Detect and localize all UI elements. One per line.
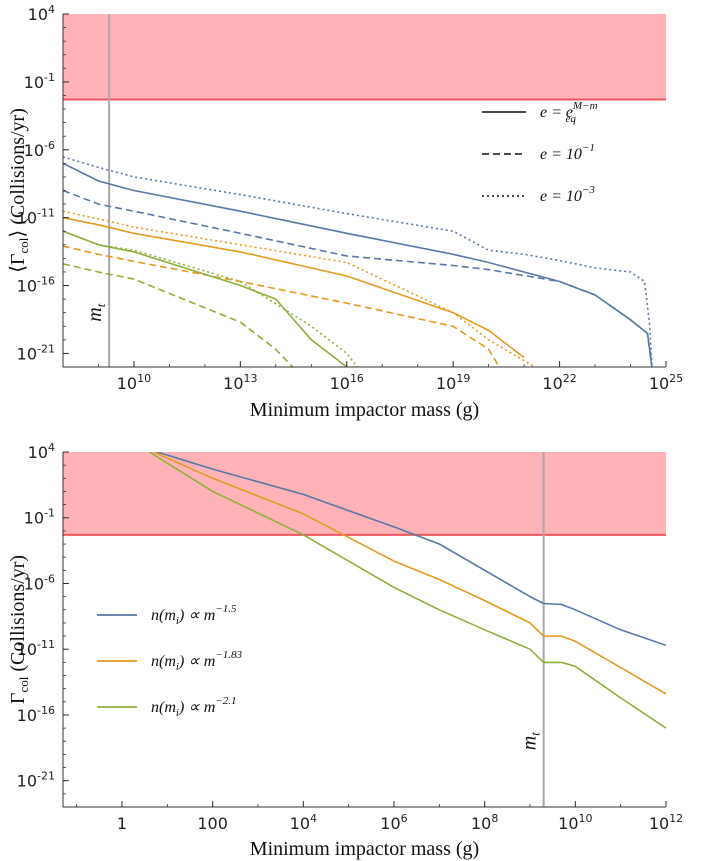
y-tick-label-2: 10-6 — [24, 139, 55, 160]
series-line-4 — [63, 245, 500, 367]
x-tick-label-1: 100 — [197, 814, 228, 833]
transition-mass-label: mt — [84, 303, 108, 321]
x-tick-label-3: 1019 — [436, 372, 470, 393]
series-line-7 — [63, 263, 294, 367]
series-line-1 — [63, 189, 653, 367]
transition-mass-label: mt — [519, 732, 543, 750]
series-line-0 — [157, 452, 666, 647]
series-line-1 — [153, 452, 666, 695]
x-tick-label-4: 108 — [471, 812, 498, 833]
y-tick-label-1: 10-1 — [24, 507, 55, 528]
x-tick-label-3: 106 — [380, 812, 407, 833]
x-tick-label-1: 1013 — [223, 372, 257, 393]
x-tick-label-5: 1025 — [649, 372, 683, 393]
legend-label-1: e = 10−1 — [540, 142, 595, 163]
legend-label-1: n(mi) ∝ m−1.83 — [151, 649, 242, 673]
series-line-2 — [63, 156, 653, 367]
series-line-2 — [148, 452, 666, 729]
y-tick-label-0: 104 — [28, 441, 55, 462]
y-tick-label-4: 10-16 — [17, 275, 55, 296]
y-axis-title: ⟨Γcol⟩ (Collisions/yr) — [7, 108, 31, 273]
series-line-8 — [63, 230, 359, 367]
y-tick-label-1: 10-1 — [24, 71, 55, 92]
y-tick-label-4: 10-16 — [17, 704, 55, 725]
x-tick-label-6: 1012 — [649, 812, 683, 833]
series-group — [148, 452, 666, 729]
series-line-6 — [63, 230, 348, 367]
x-axis-title: Minimum impactor mass (g) — [250, 399, 479, 421]
y-axis-title: Γcol (Collisions/yr) — [7, 555, 31, 704]
series-line-3 — [63, 216, 525, 359]
series-line-0 — [63, 162, 653, 367]
excluded-region — [63, 452, 666, 535]
y-tick-label-2: 10-6 — [24, 572, 55, 593]
x-tick-label-5: 1010 — [558, 812, 592, 833]
y-tick-label-3: 10-11 — [17, 207, 55, 228]
legend-label-0: n(mi) ∝ m−1.5 — [151, 603, 237, 627]
x-tick-label-4: 1022 — [542, 372, 576, 393]
y-tick-label-5: 10-21 — [17, 342, 55, 363]
bottom-chart-panel: mt 1 100 104 106 108 1010 1012 104 10-1 10-6 10-11 1… — [7, 441, 683, 860]
series-line-5 — [63, 210, 536, 367]
x-tick-label-2: 104 — [290, 812, 317, 833]
legend-label-2: n(mi) ∝ m−2.1 — [151, 695, 236, 719]
series-group — [63, 156, 653, 367]
x-axis-title: Minimum impactor mass (g) — [250, 838, 479, 860]
y-tick-label-0: 104 — [28, 3, 55, 24]
legend-label-2: e = 10−3 — [540, 184, 595, 205]
y-tick-label-5: 10-21 — [17, 770, 55, 791]
legend-label-0: e = eM−m eq — [540, 100, 598, 125]
excluded-region — [63, 14, 666, 100]
top-chart-panel: mt 1010 1013 1016 1019 1022 1025 104 10-1 10-6 10-… — [7, 3, 683, 421]
x-tick-label-0: 1010 — [117, 372, 151, 393]
y-tick-label-3: 10-11 — [17, 638, 55, 659]
x-tick-label-0: 1 — [117, 814, 127, 833]
x-tick-label-2: 1016 — [330, 372, 364, 393]
